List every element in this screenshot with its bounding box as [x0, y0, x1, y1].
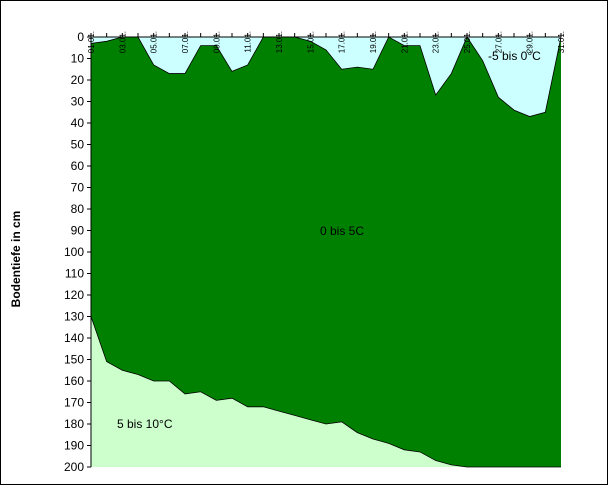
x-tick-label: 17.01. — [338, 31, 347, 53]
region-label-5-bis-10: 5 bis 10°C — [117, 417, 173, 431]
x-tick-label: 15.01. — [306, 31, 315, 53]
y-tick-label: 30 — [71, 95, 85, 109]
x-tick-label: 19.01. — [369, 31, 378, 53]
y-tick-label: 80 — [71, 202, 85, 216]
x-tick-label: 23.01. — [432, 31, 441, 53]
y-tick-label: 70 — [71, 181, 85, 195]
y-tick-label: 140 — [64, 331, 84, 345]
x-tick-label: 01.01. — [87, 31, 96, 53]
x-tick-label: 29.01. — [526, 31, 535, 53]
axis-layer: 0 10 20 30 40 50 60 70 80 90 100 110 120 130 140 150 160… — [64, 30, 566, 474]
y-tick-label: 190 — [64, 439, 84, 453]
y-tick-label: 60 — [71, 159, 85, 173]
area-minus-5-bis-0 — [91, 37, 561, 117]
y-tick-label: 90 — [71, 224, 85, 238]
x-tick-label: 13.01. — [275, 31, 284, 53]
x-tick-label: 21.01. — [400, 31, 409, 53]
boundary-line-5c — [90, 316, 561, 468]
y-tick-label: 10 — [71, 52, 85, 66]
x-tick-label: 11.01. — [244, 31, 253, 53]
x-tick-label: 07.01. — [181, 31, 190, 53]
region-label-0-bis-5: 0 bis 5C — [320, 224, 364, 238]
y-tick-label: 200 — [64, 460, 84, 474]
y-tick-label: 100 — [64, 245, 84, 259]
y-tick-label: 180 — [64, 417, 84, 431]
area-layer — [90, 36, 562, 468]
y-tick-label: 40 — [71, 116, 85, 130]
y-tick-label: 130 — [64, 310, 84, 324]
y-axis-label: Bodentiefe in cm — [9, 211, 23, 308]
y-tick-label: 170 — [64, 396, 84, 410]
x-tick-label: 31.01. — [557, 31, 566, 53]
x-tick-label: 09.01. — [212, 31, 221, 53]
x-tick-label: 05.01. — [150, 31, 159, 53]
y-tick-label: 50 — [71, 138, 85, 152]
boundary-line-0c — [90, 36, 562, 117]
y-tick-label: 0 — [77, 30, 84, 44]
x-tick-label: 27.01. — [494, 31, 503, 53]
x-tick-label: 03.01. — [118, 31, 127, 53]
x-tick-label: 25.01. — [463, 31, 472, 53]
y-tick-label: 120 — [64, 288, 84, 302]
y-tick-label: 160 — [64, 374, 84, 388]
area-0-bis-5 — [91, 37, 561, 467]
label-layer: -5 bis 0°C 0 bis 5C 5 bis 10°C — [117, 49, 541, 431]
y-tick-label: 20 — [71, 73, 85, 87]
y-tick-label: 110 — [65, 267, 84, 281]
y-tick-label: 150 — [64, 353, 84, 367]
region-label-minus-5-bis-0: -5 bis 0°C — [488, 49, 541, 63]
